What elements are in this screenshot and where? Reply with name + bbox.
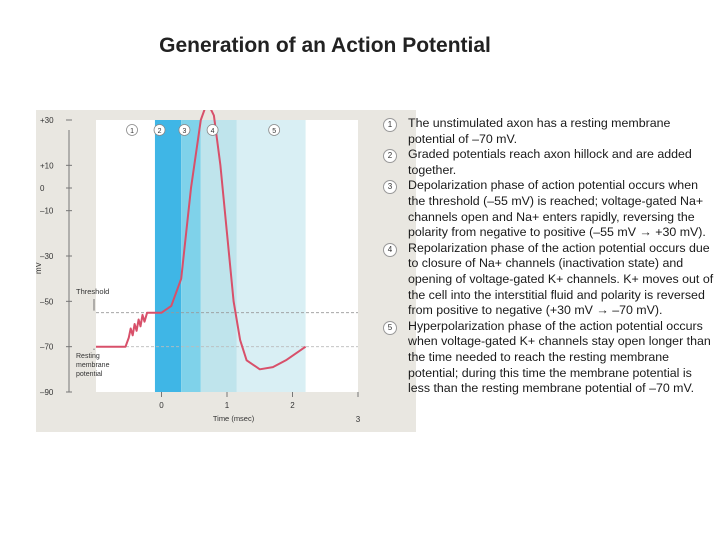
resting-label: membrane [76,362,110,369]
phase-marker: 2 [153,124,166,136]
y-tick-label: –70 [40,343,54,352]
y-tick-label: –90 [40,388,54,397]
phase-circle [206,124,219,136]
phase-band-2 [154,120,182,392]
x-tick-label: 0 [159,401,164,410]
step-text: Hyperpolarization phase of the action po… [408,318,711,396]
x-axis-label: Time (msec) [213,414,255,423]
step-item: 1 The unstimulated axon has a resting me… [383,116,715,147]
threshold-label: Threshold [76,287,109,296]
phase-band-3 [181,120,201,392]
y-tick-label: +30 [40,116,54,125]
step-number: 2 [383,149,397,164]
step-number: 1 [383,118,397,132]
phase-circle [268,124,281,136]
resting-label: potential [76,371,103,378]
y-tick-label: 0 [40,184,45,193]
step-text: Repolarization phase of the action poten… [408,240,714,318]
step-number: 4 [383,242,397,257]
phase-circle [126,124,138,136]
slide-title: Generation of an Action Potential [159,34,491,57]
phase-marker: 4 [206,124,219,136]
step-text: Graded potentials reach axon hillock and… [408,147,692,177]
x-tick-label: 3 [356,415,361,424]
phase-marker: 1 [126,124,138,136]
step-item: 5 Hyperpolarization phase of the action … [383,319,715,397]
x-tick-label: 2 [290,401,295,410]
step-text: Depolarization phase of action potential… [408,178,706,240]
x-tick-label: 1 [225,401,230,410]
step-item: 2 Graded potentials reach axon hillock a… [383,147,715,178]
y-axis-label: mV [36,261,43,274]
phase-circle [178,124,191,136]
steps-list: 1 The unstimulated axon has a resting me… [383,116,715,397]
action-potential-trace [96,110,307,371]
step-item: 4 Repolarization phase of the action pot… [383,241,715,319]
step-text: The unstimulated axon has a resting memb… [408,116,671,146]
phase-number: 2 [158,128,162,135]
phase-number: 4 [211,128,215,135]
phase-marker: 3 [178,124,191,136]
y-tick-label: +10 [40,161,54,170]
phase-band-5 [236,120,306,392]
phase-number: 1 [130,128,134,135]
resting-label: Resting [76,353,100,360]
phase-number: 5 [272,128,276,135]
y-tick-label: –10 [40,207,54,216]
y-tick-label: –30 [40,252,54,261]
phase-number: 3 [182,128,186,135]
step-number: 3 [383,180,397,195]
phase-circle [153,124,166,136]
y-tick-label: –50 [40,297,54,306]
step-number: 5 [383,320,397,335]
phase-marker: 5 [268,124,281,136]
action-potential-figure: +30 +10 0 –10 –30 –50 –70 –90 mV 0 1 2 3 Time (msec) T… [36,110,416,432]
action-potential-graph: +30 +10 0 –10 –30 –50 –70 –90 mV 0 1 2 3 Time (msec) T… [36,110,361,424]
step-item: 3 Depolarization phase of action potenti… [383,178,715,240]
